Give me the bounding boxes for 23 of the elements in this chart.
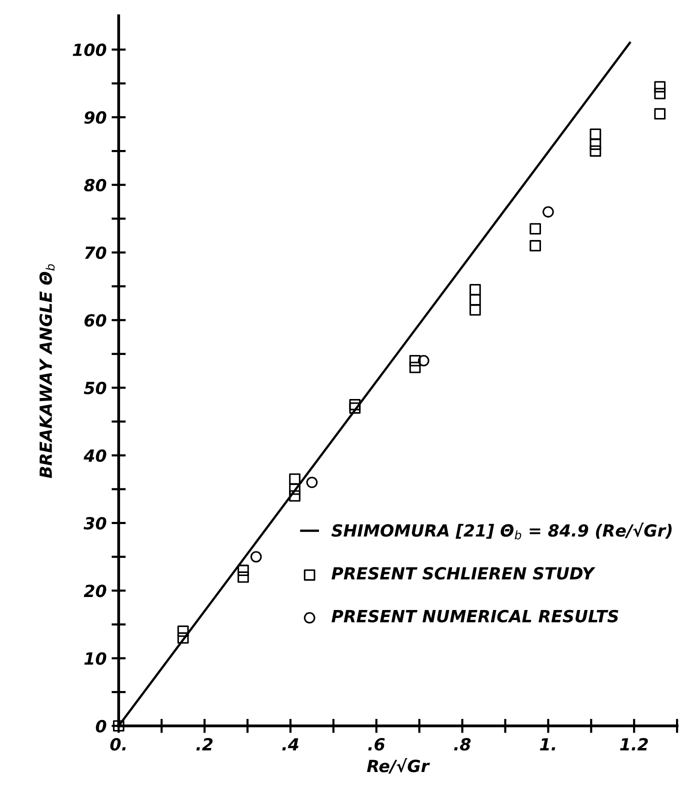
legend-label: PRESENT SCHLIEREN STUDY [332, 567, 596, 580]
y-tick-label: 100 [72, 44, 106, 56]
x-axis-title: Re/√Gr [367, 758, 430, 774]
y-tick-label: 0 [96, 720, 106, 732]
x-tick-label: .2 [196, 738, 213, 750]
y-tick-label: 60 [84, 314, 106, 327]
y-tick-label: 90 [84, 111, 106, 124]
y-tick-label: 10 [84, 652, 106, 665]
x-tick-label: .4 [282, 738, 298, 750]
y-tick-label: 20 [84, 584, 106, 598]
x-tick-label: 1. [540, 738, 556, 750]
x-tick-label: 1.2 [620, 738, 648, 750]
y-tick-label: 50 [84, 382, 106, 394]
x-tick-label: .6 [368, 738, 385, 751]
y-axis-title: BREAKAWAY ANGLE Θ$_{b}$ [39, 264, 55, 478]
x-tick-label: 0. [110, 738, 126, 751]
y-tick-label: 30 [84, 516, 106, 530]
legend-label: PRESENT NUMERICAL RESULTS [332, 610, 618, 622]
x-tick-label: .8 [454, 738, 471, 751]
y-tick-label: 70 [84, 246, 106, 260]
legend-label: SHIMOMURA [21] Θ$_{b}$ = 84.9 (Re/√Gr) [331, 522, 672, 540]
y-tick-label: 80 [84, 178, 106, 192]
y-tick-label: 40 [84, 449, 106, 462]
